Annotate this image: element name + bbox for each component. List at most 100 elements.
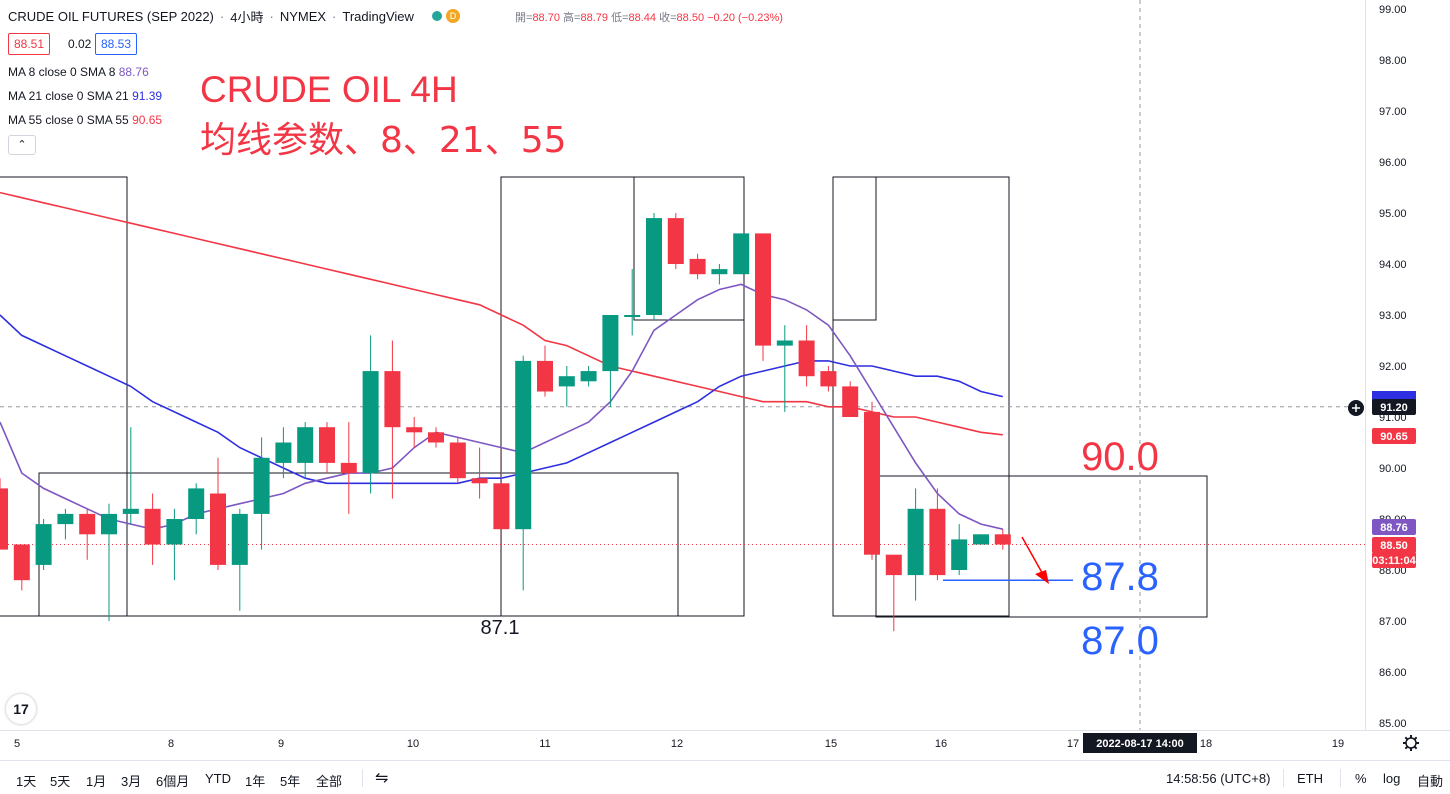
chart-title: CRUDE OIL 4H [200,69,458,110]
candle [689,253,706,280]
x-tick-label: 10 [407,738,419,750]
y-tick-label: 85.00 [1379,718,1407,730]
delayed-data-badge: D [445,9,460,23]
candle [188,483,205,535]
candle [929,488,946,581]
ask-price-button[interactable]: 88.53 [95,33,138,55]
candle [0,478,8,550]
range-1m-button[interactable]: 1月 [86,774,107,789]
open-value: 88.70 [532,12,560,24]
candle-body [733,233,750,275]
market-status[interactable]: D [431,9,460,23]
compare-range-icon[interactable]: ⇋ [375,770,389,787]
symbol-title[interactable]: CRUDE OIL FUTURES (SEP 2022) [8,8,214,24]
candle [951,524,968,576]
ma21-legend[interactable]: MA 21 close 0 SMA 21 91.39 [8,89,162,103]
candle [515,355,532,591]
candles [0,213,1011,632]
y-axis-ticks: 99.00 98.00 97.00 96.00 95.00 94.00 93.00 92.00… [1379,4,1407,730]
candle-body [515,360,532,530]
candle-body [624,315,641,317]
candle-body [231,513,248,565]
candle [428,427,444,448]
annotation-label: 90.0 [1081,435,1159,479]
clock-timezone[interactable]: 14:58:56 (UTC+8) [1166,771,1271,786]
y-tick-label: 99.00 [1379,4,1407,16]
plot-area [0,0,1365,730]
ma21-value: 91.39 [132,89,163,103]
candle [384,340,401,499]
candle [13,544,30,591]
candle [907,488,924,601]
candle [340,422,357,514]
ohlc-readout: 開=88.70 高=88.79 低=88.44 收=88.50 −0.20 (−… [515,9,783,25]
candle-body [275,442,292,463]
candle [711,264,728,285]
tradingview-logo-icon[interactable]: 17 [6,694,36,724]
candle [885,554,902,632]
candle [362,335,379,494]
candle [798,325,815,387]
log-scale-toggle[interactable]: log [1383,771,1401,786]
candle-body [646,218,662,315]
candle [122,427,139,525]
ma55-value: 90.65 [132,113,163,127]
bottom-toolbar: 1天 5天 1月 3月 6個月 YTD 1年 5年 全部 ⇋ 14:58:56 … [0,760,1450,794]
candle-body [667,218,684,264]
candle-body [384,371,401,428]
price-label-text: 88.50 [1380,540,1408,552]
candle [667,213,684,270]
range-1d-button[interactable]: 1天 [16,774,37,789]
range-ytd-button[interactable]: YTD [205,771,231,786]
candle [602,315,619,407]
range-5d-button[interactable]: 5天 [50,774,71,789]
candle [166,508,183,581]
market-open-dot-icon [431,11,442,21]
ma8-legend[interactable]: MA 8 close 0 SMA 8 88.76 [8,65,149,79]
toolbar-divider [362,769,363,787]
ma8-value: 88.76 [118,65,149,79]
candle-body [755,233,771,346]
candle-body [362,371,379,474]
settings-gear-icon[interactable] [1403,735,1419,751]
candle-body [406,427,423,433]
price-label-text: 91.20 [1380,402,1408,414]
chart-subtitle: 均线参数、8、21、55 [200,120,567,161]
annotation-rectangle [832,176,1010,617]
range-1y-button[interactable]: 1年 [245,774,266,789]
close-label: 收= [659,12,677,24]
candle [101,503,117,621]
bid-price-button[interactable]: 88.51 [8,33,51,55]
ma55-legend[interactable]: MA 55 close 0 SMA 55 90.65 [8,113,162,127]
candle-body [253,457,270,514]
candle [493,447,510,550]
source-label: TradingView [342,8,414,24]
range-all-button[interactable]: 全部 [316,774,343,789]
price-label-text: 88.76 [1380,522,1408,534]
range-6m-button[interactable]: 6個月 [156,774,190,789]
candle-body [101,513,117,535]
candle-body [885,554,902,576]
session-toggle[interactable]: ETH [1297,771,1323,786]
candle-body [689,258,706,275]
annotation-label: 87.8 [1081,555,1159,599]
candle-body [0,488,8,550]
header-separator: · [332,8,337,24]
candle-body [798,340,815,377]
percent-scale-toggle[interactable]: % [1355,771,1367,786]
candle-body [449,442,466,479]
collapse-legend-button[interactable]: ⌃ [8,135,36,155]
range-3m-button[interactable]: 3月 [121,774,142,789]
x-tick-label: 8 [168,738,174,750]
candle [624,269,641,336]
annotation-label: 87.0 [1081,619,1159,663]
candle-body [820,371,837,387]
range-5y-button[interactable]: 5年 [280,774,301,789]
y-tick-label: 93.00 [1379,310,1407,322]
auto-scale-toggle[interactable]: 自動 [1417,774,1444,789]
candle-body [297,427,314,463]
y-tick-label: 87.00 [1379,616,1407,628]
candle-body [558,376,575,387]
interval-label[interactable]: 4小時 [230,9,264,25]
